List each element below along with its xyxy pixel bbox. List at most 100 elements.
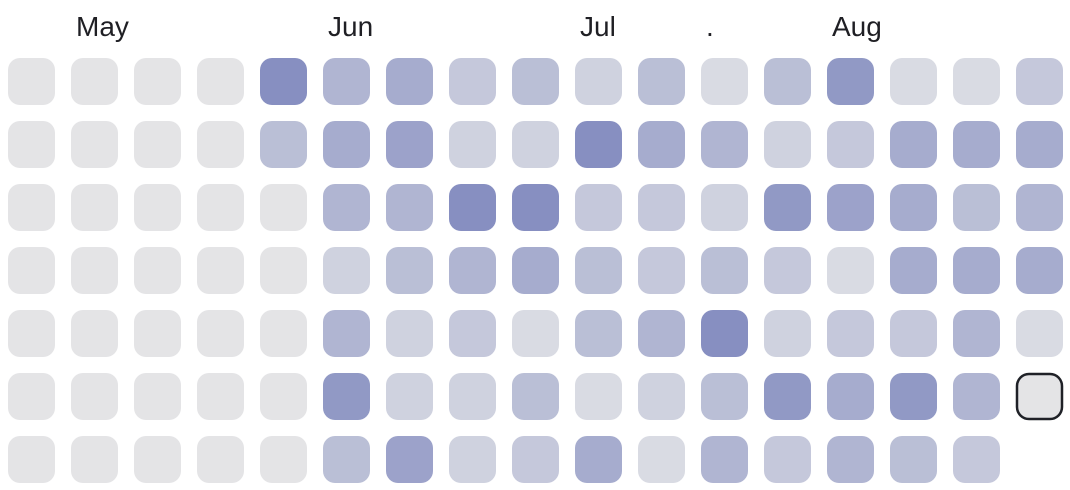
heatmap-cell[interactable] xyxy=(1016,58,1063,105)
heatmap-cell[interactable] xyxy=(701,436,748,483)
heatmap-cell[interactable] xyxy=(890,121,937,168)
heatmap-cell[interactable] xyxy=(764,247,811,294)
heatmap-cell[interactable] xyxy=(323,247,370,294)
heatmap-cell[interactable] xyxy=(134,373,181,420)
heatmap-cell[interactable] xyxy=(134,184,181,231)
heatmap-cell[interactable] xyxy=(8,184,55,231)
heatmap-cell[interactable] xyxy=(134,247,181,294)
heatmap-cell[interactable] xyxy=(386,58,433,105)
heatmap-cell[interactable] xyxy=(701,247,748,294)
heatmap-cell[interactable] xyxy=(764,436,811,483)
heatmap-cell[interactable] xyxy=(260,436,307,483)
heatmap-cell[interactable] xyxy=(71,184,118,231)
heatmap-cell[interactable] xyxy=(197,436,244,483)
heatmap-cell[interactable] xyxy=(701,373,748,420)
heatmap-cell[interactable] xyxy=(890,247,937,294)
heatmap-cell[interactable] xyxy=(512,247,559,294)
heatmap-cell[interactable] xyxy=(8,436,55,483)
heatmap-cell[interactable] xyxy=(197,247,244,294)
heatmap-cell[interactable] xyxy=(638,436,685,483)
heatmap-cell[interactable] xyxy=(197,373,244,420)
heatmap-cell[interactable] xyxy=(8,310,55,357)
heatmap-cell[interactable] xyxy=(449,121,496,168)
heatmap-cell[interactable] xyxy=(953,436,1000,483)
heatmap-cell[interactable] xyxy=(260,121,307,168)
heatmap-cell[interactable] xyxy=(638,58,685,105)
heatmap-cell[interactable] xyxy=(701,184,748,231)
heatmap-cell[interactable] xyxy=(890,310,937,357)
heatmap-cell[interactable] xyxy=(71,247,118,294)
heatmap-cell[interactable] xyxy=(575,373,622,420)
heatmap-cell[interactable] xyxy=(764,121,811,168)
heatmap-cell[interactable] xyxy=(260,373,307,420)
heatmap-cell-selected[interactable] xyxy=(1015,372,1064,421)
heatmap-cell[interactable] xyxy=(386,121,433,168)
heatmap-cell[interactable] xyxy=(449,247,496,294)
heatmap-cell[interactable] xyxy=(260,310,307,357)
heatmap-cell[interactable] xyxy=(134,436,181,483)
heatmap-cell[interactable] xyxy=(71,58,118,105)
heatmap-cell[interactable] xyxy=(638,247,685,294)
heatmap-cell[interactable] xyxy=(953,247,1000,294)
heatmap-cell[interactable] xyxy=(323,58,370,105)
heatmap-cell[interactable] xyxy=(827,58,874,105)
heatmap-cell[interactable] xyxy=(449,184,496,231)
heatmap-cell[interactable] xyxy=(197,310,244,357)
heatmap-cell[interactable] xyxy=(701,310,748,357)
heatmap-cell[interactable] xyxy=(638,373,685,420)
heatmap-cell[interactable] xyxy=(197,184,244,231)
heatmap-cell[interactable] xyxy=(449,310,496,357)
heatmap-cell[interactable] xyxy=(1016,310,1063,357)
heatmap-cell[interactable] xyxy=(953,58,1000,105)
heatmap-cell[interactable] xyxy=(638,310,685,357)
heatmap-cell[interactable] xyxy=(8,58,55,105)
heatmap-cell[interactable] xyxy=(8,373,55,420)
heatmap-cell[interactable] xyxy=(512,184,559,231)
heatmap-cell[interactable] xyxy=(71,436,118,483)
heatmap-cell[interactable] xyxy=(197,121,244,168)
heatmap-cell[interactable] xyxy=(764,310,811,357)
heatmap-cell[interactable] xyxy=(827,121,874,168)
heatmap-cell[interactable] xyxy=(827,247,874,294)
heatmap-cell[interactable] xyxy=(449,58,496,105)
heatmap-cell[interactable] xyxy=(764,373,811,420)
heatmap-cell[interactable] xyxy=(575,58,622,105)
heatmap-cell[interactable] xyxy=(953,373,1000,420)
heatmap-cell[interactable] xyxy=(323,436,370,483)
heatmap-cell[interactable] xyxy=(197,58,244,105)
heatmap-cell[interactable] xyxy=(638,121,685,168)
heatmap-cell[interactable] xyxy=(323,373,370,420)
heatmap-cell[interactable] xyxy=(8,121,55,168)
heatmap-cell[interactable] xyxy=(386,184,433,231)
heatmap-cell[interactable] xyxy=(827,310,874,357)
heatmap-cell[interactable] xyxy=(701,121,748,168)
heatmap-cell[interactable] xyxy=(449,373,496,420)
heatmap-cell[interactable] xyxy=(890,58,937,105)
heatmap-cell[interactable] xyxy=(827,373,874,420)
heatmap-cell[interactable] xyxy=(260,247,307,294)
heatmap-cell[interactable] xyxy=(8,247,55,294)
heatmap-cell[interactable] xyxy=(386,373,433,420)
heatmap-cell[interactable] xyxy=(953,121,1000,168)
heatmap-cell[interactable] xyxy=(512,436,559,483)
heatmap-cell[interactable] xyxy=(134,58,181,105)
heatmap-cell[interactable] xyxy=(575,247,622,294)
heatmap-cell[interactable] xyxy=(260,184,307,231)
heatmap-cell[interactable] xyxy=(827,184,874,231)
heatmap-cell[interactable] xyxy=(386,247,433,294)
heatmap-cell[interactable] xyxy=(386,436,433,483)
heatmap-cell[interactable] xyxy=(953,184,1000,231)
heatmap-cell[interactable] xyxy=(575,184,622,231)
heatmap-cell[interactable] xyxy=(1016,247,1063,294)
heatmap-cell[interactable] xyxy=(71,310,118,357)
heatmap-cell[interactable] xyxy=(953,310,1000,357)
heatmap-cell[interactable] xyxy=(323,121,370,168)
heatmap-cell[interactable] xyxy=(512,121,559,168)
heatmap-cell[interactable] xyxy=(512,373,559,420)
heatmap-cell[interactable] xyxy=(134,310,181,357)
heatmap-cell[interactable] xyxy=(260,58,307,105)
heatmap-cell[interactable] xyxy=(890,184,937,231)
heatmap-cell[interactable] xyxy=(764,58,811,105)
heatmap-cell[interactable] xyxy=(575,436,622,483)
heatmap-cell[interactable] xyxy=(1016,121,1063,168)
